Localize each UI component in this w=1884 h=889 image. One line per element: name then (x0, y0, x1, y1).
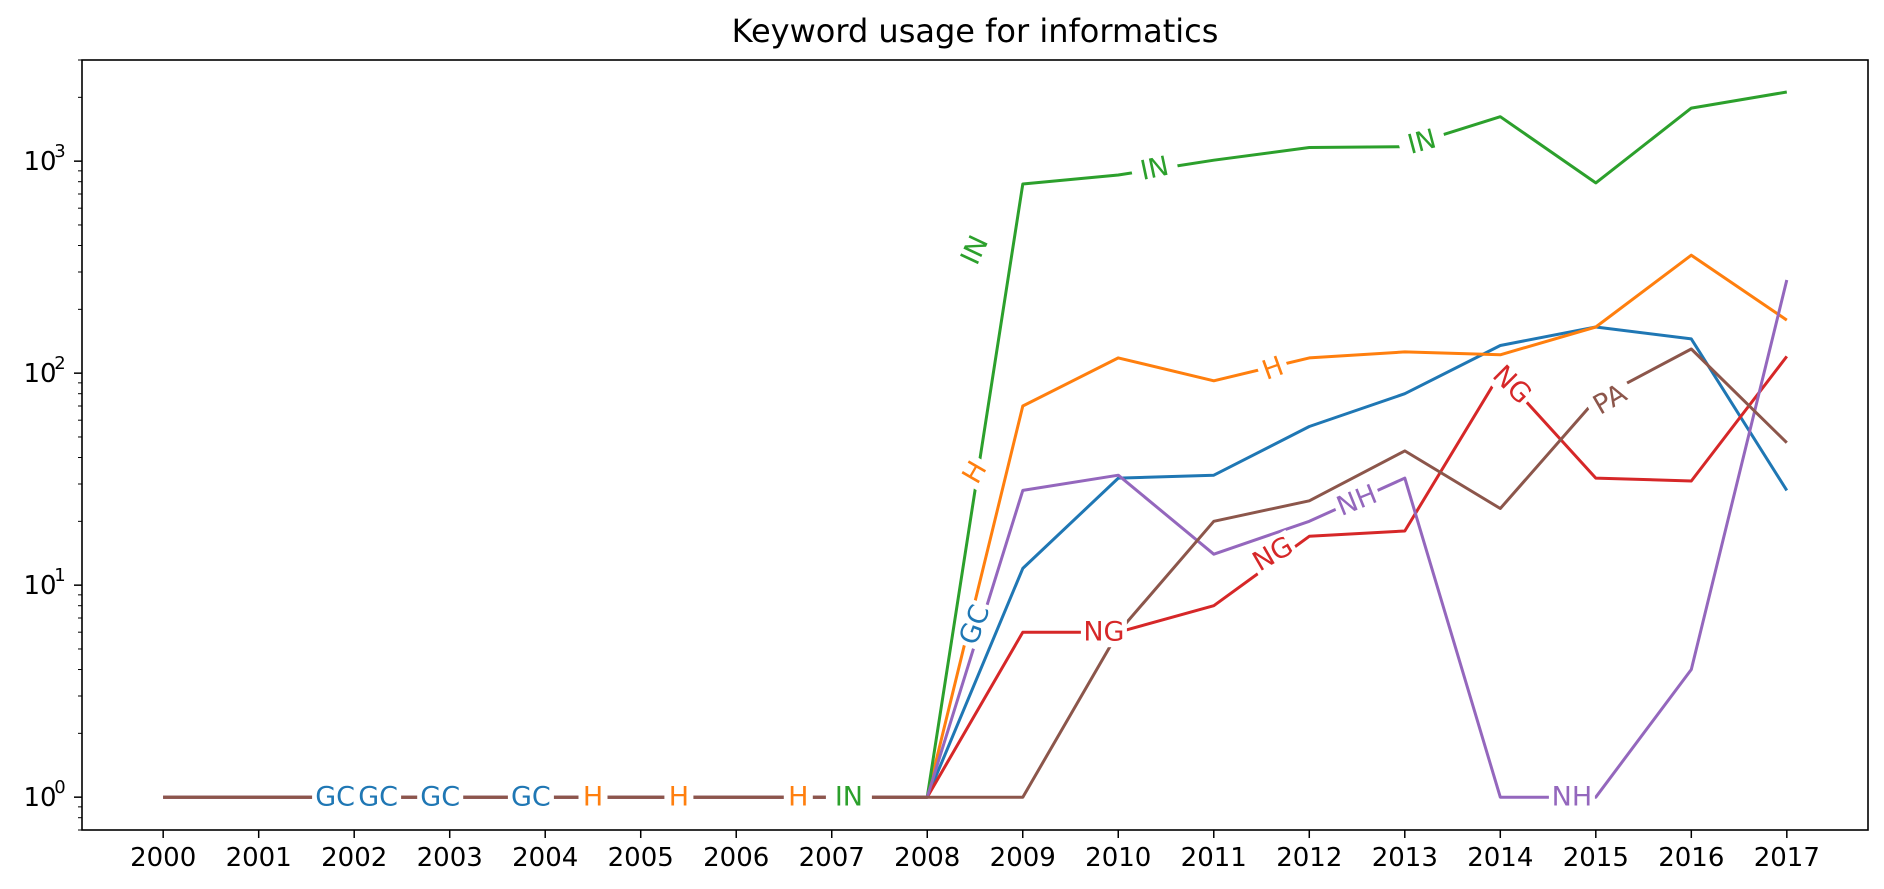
inline-label-text: H (956, 456, 993, 489)
inline-label-backdrop (312, 782, 359, 813)
inline-label-backdrop (953, 598, 997, 652)
x-tick-label: 2003 (417, 843, 483, 873)
series-line-gc (163, 325, 1789, 799)
inline-label-backdrop (1080, 617, 1127, 648)
x-tick-label: 2006 (703, 843, 769, 873)
inline-label-backdrop (1582, 375, 1638, 425)
inline-label-backdrop (417, 782, 464, 813)
inline-label-backdrop (1254, 349, 1292, 388)
inline-label-text: IN (835, 782, 863, 813)
inline-label-text: IN (1138, 151, 1172, 187)
inline-label-backdrop (1128, 149, 1181, 189)
inline-label-text: NH (1552, 782, 1593, 813)
x-tick-label: 2005 (608, 843, 674, 873)
inline-label-backdrop (1484, 358, 1539, 412)
inline-label-in: IN (1128, 149, 1181, 189)
inline-label-h: H (1254, 349, 1292, 388)
inline-label-backdrop (507, 782, 554, 813)
axes-layer: 2000 2001 2002 2003 2004 2005 2006 2007 2008 2009… (23, 59, 1869, 873)
inline-label-text: NG (1486, 359, 1537, 410)
inline-label-backdrop (1395, 121, 1449, 163)
inline-label-gc: GC (417, 782, 464, 813)
inline-label-text: H (788, 782, 808, 813)
inline-label-gc: GC (312, 782, 359, 813)
inline-label-backdrop (578, 782, 608, 813)
inline-label-h: H (954, 452, 996, 493)
inline-label-h: H (783, 782, 813, 813)
y-tick-exponent: 3 (54, 141, 65, 162)
x-tick-label: 2013 (1372, 843, 1438, 873)
inline-label-backdrop (954, 452, 996, 493)
inline-label-backdrop (1548, 782, 1595, 813)
inline-label-text: NG (1083, 617, 1124, 648)
inline-label-gc: GC (355, 782, 402, 813)
inline-label-ng: NG (1484, 358, 1539, 412)
x-tick-label: 2010 (1085, 843, 1151, 873)
inline-label-text: H (669, 782, 689, 813)
inline-label-ng: NG (1245, 529, 1301, 579)
y-tick-label: 10 (23, 359, 56, 389)
x-tick-label: 2000 (130, 843, 196, 873)
inline-label-h: H (578, 782, 608, 813)
inline-label-text: GC (511, 782, 551, 813)
inline-label-backdrop (783, 782, 813, 813)
inline-label-nh: NH (1548, 782, 1595, 813)
inline-label-backdrop (355, 782, 402, 813)
y-tick-label: 10 (23, 571, 56, 601)
inline-label-text: GC (315, 782, 355, 813)
series-layer (163, 90, 1789, 799)
y-tick-exponent: 2 (54, 353, 65, 374)
plot-frame (81, 59, 1869, 831)
x-tick-label: 2015 (1563, 843, 1629, 873)
inline-label-backdrop (664, 782, 694, 813)
inline-label-backdrop (1245, 529, 1301, 579)
y-tick-label: 10 (23, 783, 56, 813)
y-tick-label: 10 (23, 147, 56, 177)
inline-label-text: H (583, 782, 603, 813)
x-tick-label: 2017 (1754, 843, 1820, 873)
inline-label-ng: NG (1080, 617, 1127, 648)
series-line-pa (163, 347, 1788, 799)
x-tick-label: 2001 (226, 843, 292, 873)
x-tick-label: 2016 (1658, 843, 1724, 873)
x-tick-label: 2012 (1276, 843, 1342, 873)
inline-label-text: GC (358, 782, 398, 813)
series-line-nh (163, 279, 1789, 799)
inline-label-backdrop (1330, 478, 1384, 524)
y-tick-exponent: 0 (54, 777, 65, 798)
inline-label-in: IN (825, 782, 872, 813)
x-tick-label: 2007 (799, 843, 865, 873)
inline-label-backdrop (825, 782, 872, 813)
inline-label-gc: GC (507, 782, 554, 813)
inline-label-h: H (664, 782, 694, 813)
series-line-in (163, 90, 1788, 799)
inline-label-text: NG (1247, 530, 1298, 577)
x-tick-label: 2011 (1181, 843, 1247, 873)
inline-label-in: IN (951, 223, 999, 278)
x-tick-label: 2014 (1467, 843, 1533, 873)
inline-label-backdrop (951, 223, 999, 278)
series-line-ng (163, 355, 1788, 799)
inline-label-in: IN (1395, 121, 1449, 163)
inline-label-text: GC (420, 782, 460, 813)
chart-title: Keyword usage for informatics (732, 12, 1219, 50)
y-tick-exponent: 1 (54, 565, 65, 586)
x-tick-label: 2008 (894, 843, 960, 873)
x-tick-label: 2004 (512, 843, 578, 873)
x-tick-label: 2009 (990, 843, 1056, 873)
x-tick-label: 2002 (321, 843, 387, 873)
